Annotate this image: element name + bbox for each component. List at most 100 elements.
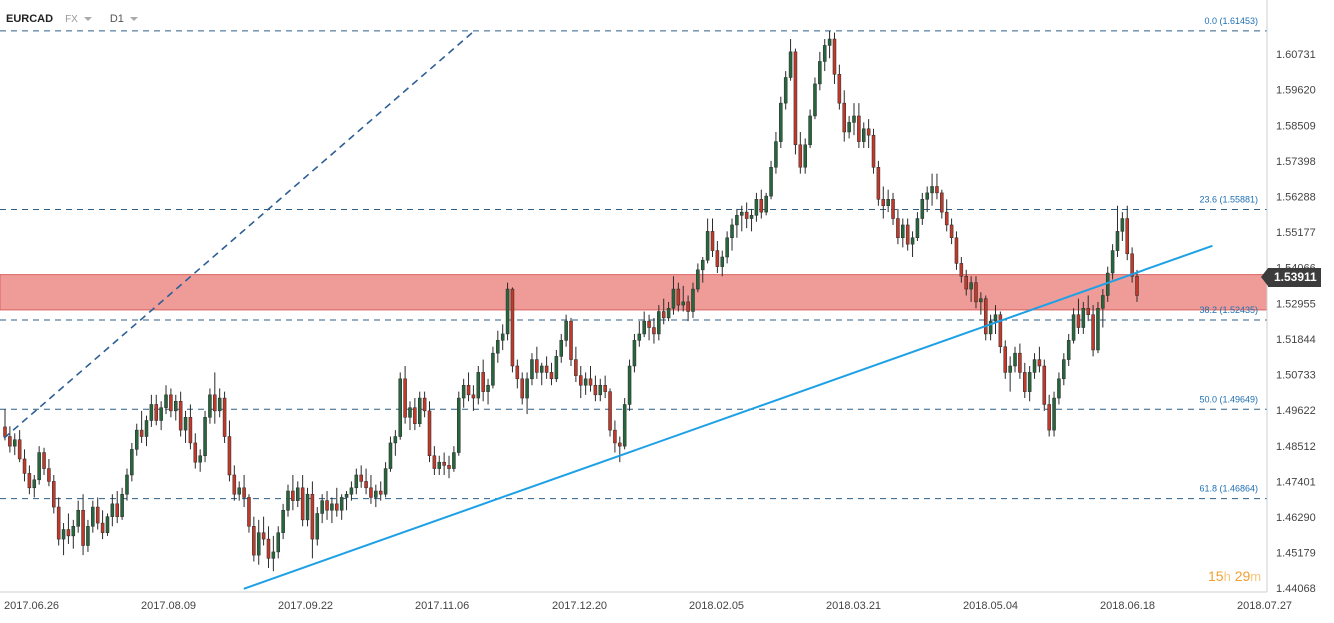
candle-down [1003,346,1008,373]
candle-up [1115,231,1120,251]
candle-up [61,529,66,540]
candle-down [535,359,539,373]
candle-up [769,166,773,197]
candle-down [686,301,690,312]
candle-up [637,333,642,341]
candle-down [837,74,842,104]
candle-down [364,481,368,489]
price-tick-label: 1.60731 [1276,49,1316,61]
chevron-down-icon [129,17,138,21]
candle-down [22,458,27,474]
candle-up [779,102,783,142]
candle-up [930,186,934,194]
candle-up [491,352,495,386]
support-trendline [243,244,1213,590]
candle-up [32,479,37,489]
candle-down [266,538,271,559]
candle-down [466,384,471,396]
candle-down [603,384,607,392]
price-tick-label: 1.48512 [1276,441,1316,453]
candle-up [749,215,754,219]
candle-down [115,503,119,517]
fib-level-label: 50.0 (1.49649) [1199,394,1258,404]
timeframe-selector[interactable]: D1 [110,13,138,25]
candle-up [530,359,534,380]
candle-down [222,397,227,437]
candle-down [422,397,427,412]
candle-up [461,384,466,399]
candle-down [261,532,266,540]
date-tick-label: 2017.12.20 [552,600,607,612]
candle-up [920,199,925,219]
candle-down [188,417,193,444]
candle-down [213,394,217,412]
candle-down [842,102,847,133]
candle-down [95,506,100,524]
candle-up [452,452,456,469]
candle-up [627,365,632,405]
candle-up [164,394,168,408]
candle-up [339,497,344,511]
candle-up [740,211,744,216]
candle-down [42,452,46,469]
candle-up [901,224,905,239]
candle-up [330,503,334,511]
candle-up [847,122,851,133]
candle-up [344,493,349,498]
candle-down [1042,365,1047,405]
candle-up [417,397,422,424]
candle-up [1027,372,1032,392]
candle-down [974,282,978,303]
candle-up [910,237,915,245]
candle-up [91,506,95,527]
candle-up [1120,218,1125,232]
candle-up [198,455,202,463]
candle-up [295,487,300,501]
candle-down [227,436,232,476]
candle-up [1062,359,1066,380]
candle-up [788,51,793,78]
candle-up [408,407,412,418]
candle-down [17,439,22,460]
candle-up [803,144,807,168]
candle-up [827,38,832,46]
candle-up [237,487,241,495]
price-tick-label: 1.45179 [1276,548,1316,560]
candle-down [676,288,681,306]
projection-line [3,30,475,439]
price-tick-label: 1.56288 [1276,191,1316,203]
candle-down [335,503,339,511]
candle-up [764,195,768,213]
candle-up [281,510,285,533]
candle-down [432,455,437,469]
candle-down [661,311,666,319]
fib-level-label: 23.6 (1.55881) [1199,195,1258,205]
candle-down [896,218,900,239]
candle-up [1013,352,1017,367]
market-selector[interactable]: FX [65,14,92,25]
candle-up [393,436,398,444]
candle-down [588,378,593,386]
candle-down [944,211,949,226]
candle-down [983,298,988,335]
candle-down [618,442,622,447]
candle-up [539,365,544,373]
candle-down [442,461,446,466]
candle-up [349,487,354,495]
candle-down [81,510,85,546]
candle-down [481,372,485,392]
candle-down [964,275,968,290]
candle-down [613,429,617,444]
candle-up [86,526,90,546]
candle-up [598,384,603,396]
candle-up [1071,314,1076,341]
candle-up [642,320,646,335]
candle-up [671,288,676,309]
candle-down [1125,218,1130,255]
candle-up [320,500,324,514]
candle-down [56,506,61,540]
price-tick-label: 1.51844 [1276,334,1316,346]
candle-up [564,320,568,341]
candle-up [496,340,500,354]
